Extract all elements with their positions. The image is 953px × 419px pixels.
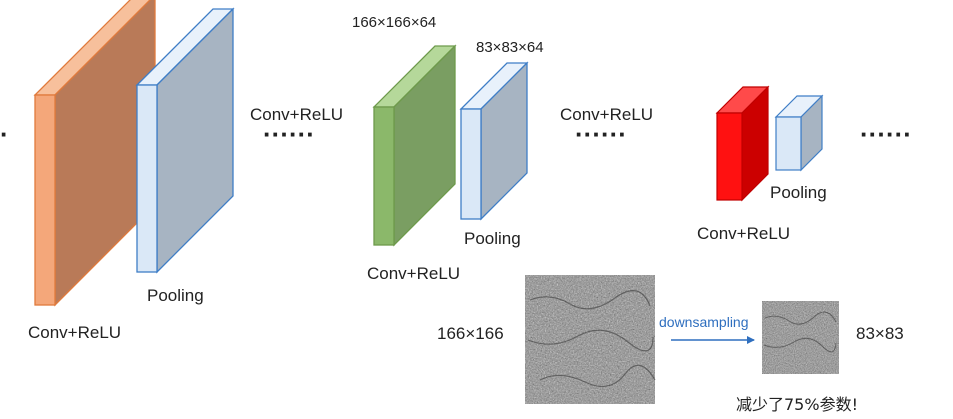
transition1-label: Conv+ReLU [250, 105, 343, 124]
pool2-front-face [460, 108, 482, 220]
transition1-dots: ······ [263, 119, 315, 149]
pool3-front-face [775, 116, 802, 171]
input-texture-image [525, 275, 656, 404]
conv3-front-face [716, 112, 743, 201]
pool3-block [774, 94, 824, 172]
pool1-side-face [156, 7, 234, 274]
pool1-front-face [136, 84, 158, 273]
pool2-block [459, 61, 529, 221]
transition2-dots: ······ [575, 119, 627, 149]
output-image-cracks [763, 311, 837, 353]
leading-dots: · [0, 119, 9, 149]
conv3-label: Conv+ReLU [697, 224, 790, 243]
pool2-dims: 83×83×64 [476, 39, 544, 56]
conv2-block [372, 44, 457, 247]
transition2-label: Conv+ReLU [560, 105, 653, 124]
output-texture-image [762, 301, 839, 374]
reduction-caption: 减少了75%参数! [736, 395, 858, 414]
conv1-label: Conv+ReLU [28, 323, 121, 342]
conv2-side-face [393, 44, 456, 247]
conv2-label: Conv+ReLU [367, 264, 460, 283]
output-size-label: 83×83 [856, 324, 904, 343]
input-image-cracks [527, 290, 656, 388]
transition3-dots: ······ [860, 119, 912, 149]
downsampling-label: downsampling [659, 314, 749, 330]
conv1-front-face [34, 94, 56, 306]
output-image-noise [762, 301, 839, 374]
conv1-block [33, 0, 156, 307]
pool3-label: Pooling [770, 183, 827, 202]
pool1-label: Pooling [147, 286, 204, 305]
conv3-block [715, 85, 770, 202]
pool2-label: Pooling [464, 229, 521, 248]
conv2-dims: 166×166×64 [352, 14, 436, 31]
input-size-label: 166×166 [437, 324, 504, 343]
pool1-block [135, 7, 235, 274]
conv2-front-face [373, 106, 395, 246]
